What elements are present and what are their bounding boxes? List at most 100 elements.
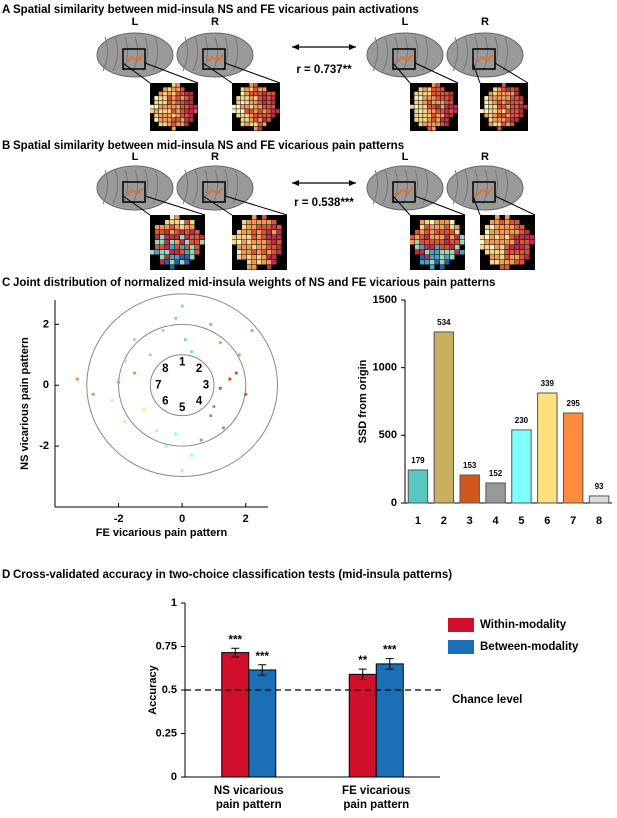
voxel bbox=[420, 255, 425, 260]
voxel bbox=[245, 113, 249, 118]
voxel bbox=[272, 240, 277, 245]
voxel bbox=[247, 235, 252, 240]
voxel bbox=[500, 245, 505, 250]
voxel bbox=[249, 87, 254, 92]
voxel bbox=[414, 96, 419, 100]
voxel bbox=[160, 255, 165, 260]
voxel bbox=[180, 225, 185, 230]
voxel bbox=[252, 265, 257, 270]
voxel bbox=[249, 104, 254, 109]
voxel bbox=[240, 122, 245, 127]
voxel bbox=[501, 104, 506, 109]
bar bbox=[562, 412, 584, 504]
count-label: 230 bbox=[515, 416, 529, 425]
voxel bbox=[190, 250, 195, 255]
voxel bbox=[163, 87, 167, 92]
bar bbox=[511, 429, 532, 504]
voxel bbox=[165, 225, 170, 230]
legend-swatch bbox=[448, 618, 474, 632]
voxel bbox=[423, 117, 427, 122]
voxel bbox=[520, 260, 525, 265]
zoom-line bbox=[202, 195, 233, 216]
voxel bbox=[450, 240, 455, 245]
voxel bbox=[252, 240, 257, 245]
voxel bbox=[176, 100, 181, 105]
voxel bbox=[262, 96, 267, 100]
voxel bbox=[247, 245, 252, 250]
voxel bbox=[525, 230, 530, 235]
voxel bbox=[247, 230, 252, 235]
panel-letter: A bbox=[2, 4, 10, 16]
voxel bbox=[267, 225, 272, 230]
voxel bbox=[154, 104, 159, 109]
axis-label: NS vicarious pain pattern bbox=[19, 337, 31, 470]
voxel bbox=[485, 230, 490, 235]
voxel bbox=[167, 122, 172, 127]
voxel bbox=[510, 225, 515, 230]
voxel bbox=[155, 230, 160, 235]
voxel bbox=[190, 225, 195, 230]
voxel bbox=[490, 220, 495, 225]
voxel bbox=[485, 225, 490, 230]
voxel bbox=[506, 100, 511, 105]
voxel bbox=[253, 104, 258, 109]
voxel bbox=[171, 100, 176, 105]
voxel bbox=[497, 96, 502, 100]
voxel bbox=[154, 113, 159, 118]
voxel bbox=[484, 113, 489, 118]
zoom-line bbox=[494, 62, 529, 84]
voxel bbox=[497, 117, 502, 122]
significance: *** bbox=[256, 651, 270, 663]
voxel bbox=[245, 87, 249, 92]
gyrus bbox=[212, 36, 219, 72]
voxel bbox=[440, 260, 445, 265]
voxel bbox=[185, 225, 190, 230]
voxel bbox=[506, 113, 511, 118]
voxel bbox=[500, 235, 505, 240]
voxel bbox=[180, 104, 185, 109]
voxel bbox=[237, 230, 242, 235]
voxel bbox=[267, 250, 272, 255]
voxel bbox=[445, 260, 450, 265]
zoom-line bbox=[392, 62, 411, 84]
voxel bbox=[262, 215, 267, 220]
voxel bbox=[431, 109, 436, 114]
point bbox=[180, 304, 184, 308]
zoom-line bbox=[144, 62, 199, 84]
x-tick-label: 7 bbox=[570, 515, 576, 527]
voxel bbox=[171, 122, 176, 127]
panel-letter: C bbox=[2, 277, 10, 289]
gyrus bbox=[152, 169, 159, 205]
voxel bbox=[272, 245, 277, 250]
count-label: 295 bbox=[567, 399, 581, 408]
voxel bbox=[242, 235, 247, 240]
voxel bbox=[430, 260, 435, 265]
y-tick-label: 0.75 bbox=[156, 640, 177, 652]
voxel bbox=[436, 109, 441, 114]
voxel bbox=[180, 260, 185, 265]
voxel bbox=[184, 117, 189, 122]
voxel bbox=[180, 220, 185, 225]
voxel bbox=[180, 122, 185, 127]
voxel bbox=[252, 245, 257, 250]
voxel bbox=[514, 117, 519, 122]
voxel bbox=[180, 230, 185, 235]
brain bbox=[96, 165, 174, 211]
voxel bbox=[184, 113, 189, 118]
voxel bbox=[501, 87, 506, 92]
roi-box bbox=[202, 181, 226, 203]
voxel bbox=[262, 91, 267, 96]
voxel bbox=[440, 220, 445, 225]
voxel bbox=[493, 117, 497, 122]
voxel bbox=[515, 260, 520, 265]
voxel bbox=[158, 117, 163, 122]
voxel bbox=[257, 260, 262, 265]
voxel bbox=[519, 109, 524, 114]
voxel bbox=[425, 245, 430, 250]
y-tick-label: 1500 bbox=[373, 294, 397, 306]
voxel bbox=[510, 245, 515, 250]
voxel bbox=[272, 225, 277, 230]
voxel bbox=[180, 245, 185, 250]
voxel bbox=[193, 109, 198, 114]
voxel bbox=[450, 235, 455, 240]
